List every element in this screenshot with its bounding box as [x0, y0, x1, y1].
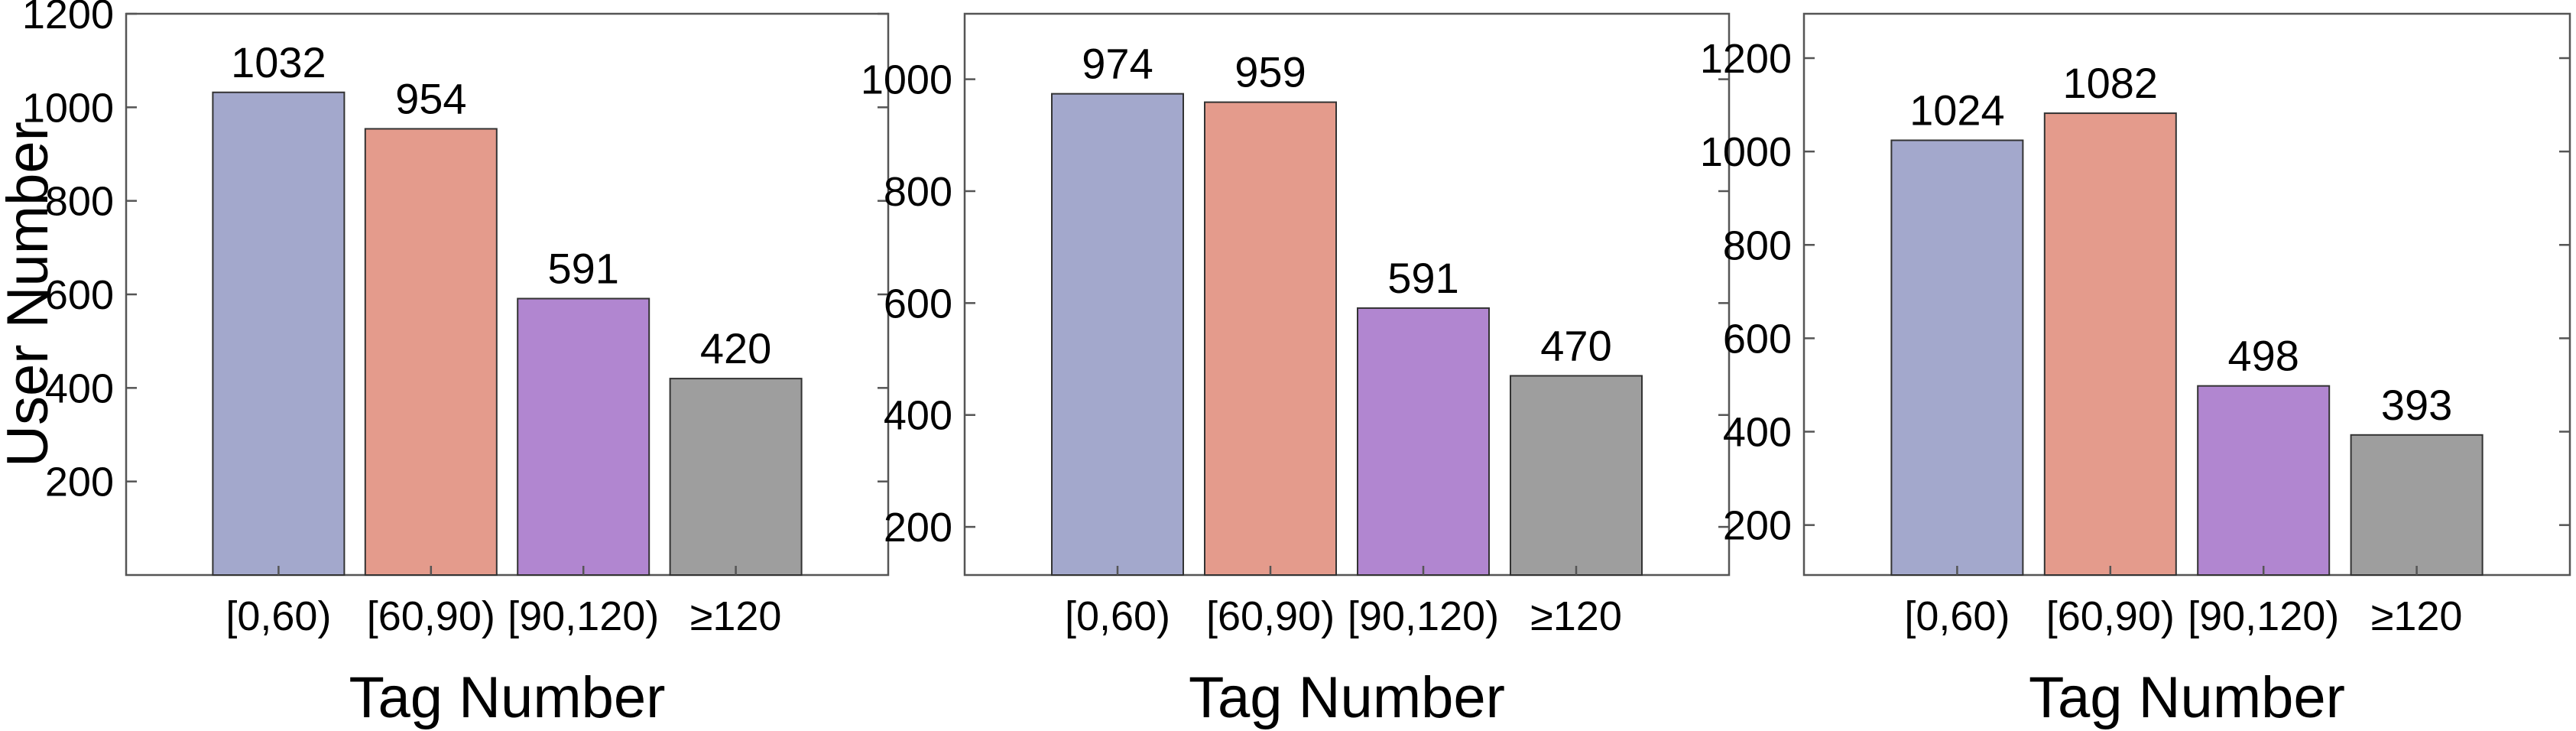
- chart-panel-3: 200 400 600 800 1000 1200 1024 [0,60) 1082 [60,90…: [1700, 12, 2571, 730]
- x-tick-label: [90,120): [2188, 593, 2339, 639]
- y-tick-label: 1000: [1700, 129, 1792, 175]
- bar-value-label: 974: [1082, 40, 1153, 88]
- x-tick-label: [0,60): [1065, 593, 1170, 639]
- bar-value-label: 470: [1540, 321, 1611, 369]
- plot-frame: [963, 12, 1731, 577]
- x-axis-title: Tag Number: [1189, 665, 1505, 730]
- chart-panel-1: 200 400 600 800 1000 1200 1032 [0,60) 954 [60,90)…: [0, 0, 890, 730]
- x-axis-title: Tag Number: [349, 665, 666, 730]
- y-tick-label: 200: [1723, 503, 1792, 549]
- bar-2: [1204, 101, 1337, 576]
- bar-2: [2043, 112, 2177, 576]
- y-tick-label: 600: [1723, 316, 1792, 362]
- y-tick-label: 800: [45, 179, 114, 225]
- x-axis-title: Tag Number: [2029, 665, 2345, 730]
- x-tick-label: [0,60): [225, 593, 331, 639]
- bar-value-label: 1024: [1909, 86, 2005, 134]
- x-tick-label: [0,60): [1904, 593, 2010, 639]
- y-tick-label: 200: [45, 460, 114, 505]
- bar-1: [1890, 139, 2024, 577]
- bar-value-label: 591: [1387, 254, 1458, 302]
- y-tick-label: 800: [884, 169, 952, 215]
- bar-3: [2197, 385, 2331, 576]
- bar-1: [212, 91, 346, 576]
- x-tick-label: ≥120: [2371, 593, 2463, 639]
- bar-4: [1510, 375, 1643, 576]
- x-tick-label: ≥120: [690, 593, 782, 639]
- x-tick-label: [60,90): [1206, 593, 1335, 639]
- y-axis-title: User Number: [0, 122, 60, 467]
- bar-1: [1051, 93, 1184, 576]
- y-tick-label: 1200: [1700, 36, 1792, 82]
- bar-value-label: 1032: [231, 38, 326, 86]
- y-tick-label: 600: [884, 281, 952, 327]
- y-tick-label: 400: [45, 366, 114, 411]
- y-tick-label: 600: [45, 272, 114, 318]
- bar-value-label: 393: [2381, 381, 2452, 429]
- bar-2: [364, 128, 498, 577]
- x-tick-label: [90,120): [1348, 593, 1499, 639]
- y-tick-label: 1200: [22, 0, 114, 37]
- x-tick-label: ≥120: [1530, 593, 1622, 639]
- bar-4: [2350, 434, 2484, 576]
- x-tick-label: [60,90): [2046, 593, 2175, 639]
- bar-value-label: 959: [1234, 48, 1306, 96]
- y-tick-label: 800: [1723, 223, 1792, 268]
- chart-panel-2: 200 400 600 800 1000 974 [0,60) 959 [60,90) 591 [9…: [861, 12, 1731, 730]
- y-tick-label: 200: [884, 505, 952, 551]
- x-tick-label: [90,120): [508, 593, 659, 639]
- bar-value-label: 591: [547, 245, 618, 293]
- bar-value-label: 498: [2227, 332, 2299, 380]
- plot-frame: [1802, 12, 2571, 577]
- bar-4: [669, 378, 803, 576]
- bar-3: [517, 297, 650, 576]
- bar-value-label: 954: [395, 74, 466, 122]
- y-tick-label: 1000: [22, 85, 114, 131]
- y-tick-label: 1000: [861, 57, 952, 103]
- bar-value-label: 1082: [2063, 59, 2159, 107]
- y-tick-label: 400: [884, 393, 952, 439]
- y-tick-label: 400: [1723, 410, 1792, 456]
- bar-3: [1357, 307, 1490, 576]
- x-tick-label: [60,90): [367, 593, 495, 639]
- bar-value-label: 420: [700, 324, 771, 372]
